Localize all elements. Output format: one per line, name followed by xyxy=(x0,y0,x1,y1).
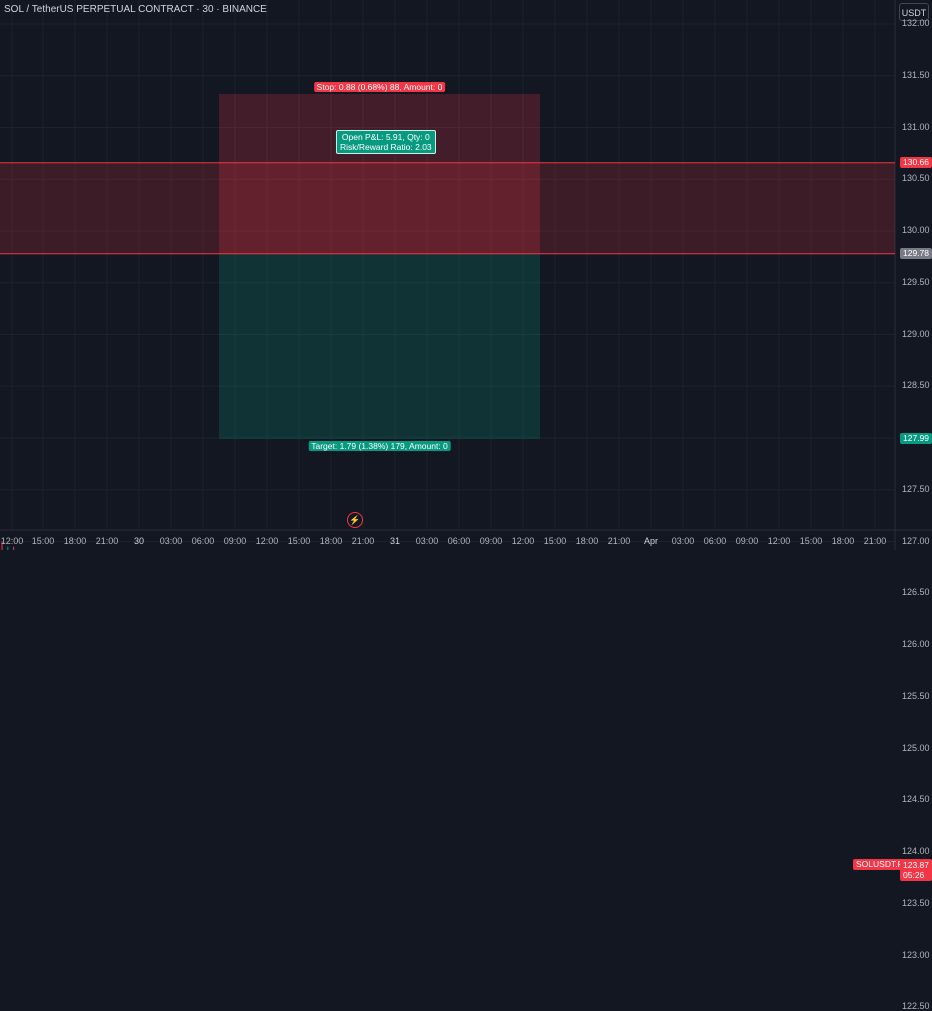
x-tick-label: 15:00 xyxy=(799,536,823,546)
x-tick-label: 12:00 xyxy=(511,536,535,546)
stop-zone xyxy=(219,94,540,254)
y-tick-label: 127.50 xyxy=(902,483,930,494)
y-tick-label: 124.50 xyxy=(902,794,930,805)
x-tick-label: 21:00 xyxy=(95,536,119,546)
x-tick-label: 15:00 xyxy=(287,536,311,546)
x-tick-label: 15:00 xyxy=(543,536,567,546)
rr-label: Risk/Reward Ratio: 2.03 xyxy=(340,142,432,152)
price-lines xyxy=(0,162,895,255)
symbol-tag: SOLUSDT.P xyxy=(853,859,907,871)
y-tick-label: 129.50 xyxy=(902,276,930,287)
x-tick-label: 12:00 xyxy=(767,536,791,546)
x-tick-label: 21:00 xyxy=(351,536,375,546)
y-tick-label: 127.00 xyxy=(902,535,930,546)
current-price-tag: 123.87 05:26 xyxy=(900,859,932,882)
y-tick-label: 123.00 xyxy=(902,949,930,960)
target-zone xyxy=(219,253,540,440)
y-tick-label: 126.00 xyxy=(902,639,930,649)
x-tick-label: 30 xyxy=(133,536,145,546)
x-tick-label: Apr xyxy=(643,536,659,546)
x-tick-label: 06:00 xyxy=(191,536,215,546)
x-tick-label: 09:00 xyxy=(223,536,247,546)
y-tick-label: 129.00 xyxy=(902,328,930,339)
x-tick-label: 18:00 xyxy=(319,536,343,546)
x-tick-label: 03:00 xyxy=(671,536,695,546)
y-tick-label: 123.50 xyxy=(902,897,930,908)
x-tick-label: 09:00 xyxy=(735,536,759,546)
position-tool[interactable] xyxy=(0,94,895,440)
pnl-label: Open P&L: 5.91, Qty: 0 xyxy=(341,132,430,142)
x-tick-label: 03:00 xyxy=(159,536,183,546)
y-tick-label: 131.00 xyxy=(902,121,930,132)
y-tick-label: 125.50 xyxy=(902,690,930,701)
stop-price-tag: 130.66 xyxy=(900,156,932,168)
y-tick-label: 132.00 xyxy=(902,18,930,28)
x-tick-label: 21:00 xyxy=(863,536,887,546)
countdown: 05:26 xyxy=(903,870,925,881)
y-tick-label: 125.00 xyxy=(902,742,930,753)
currency-button[interactable]: USDT xyxy=(899,3,929,21)
x-tick-label: 31 xyxy=(389,536,401,546)
x-tick-label: 21:00 xyxy=(607,536,631,546)
target-label: Target: 1.79 (1.38%) 179, Amount: 0 xyxy=(308,441,451,452)
y-tick-label: 128.50 xyxy=(902,380,930,391)
target-price-tag: 127.99 xyxy=(900,433,932,445)
lightning-icon[interactable]: ⚡ xyxy=(347,512,363,528)
x-tick-label: 18:00 xyxy=(63,536,87,546)
y-tick-label: 130.50 xyxy=(902,173,930,184)
y-tick-label: 131.50 xyxy=(902,69,930,80)
x-tick-label: 06:00 xyxy=(703,536,727,546)
x-tick-label: 18:00 xyxy=(575,536,599,546)
x-tick-label: 06:00 xyxy=(447,536,471,546)
y-tick-label: 122.50 xyxy=(902,1001,930,1011)
candlestick-chart[interactable] xyxy=(0,0,932,550)
x-tick-label: 09:00 xyxy=(479,536,503,546)
y-tick-label: 126.50 xyxy=(902,587,930,598)
entry-price-tag: 129.78 xyxy=(900,247,932,259)
chart-title: SOL / TetherUS PERPETUAL CONTRACT · 30 ·… xyxy=(4,4,267,15)
pnl-box: Open P&L: 5.91, Qty: 0 Risk/Reward Ratio… xyxy=(336,130,436,154)
stop-label: Stop: 0.88 (0.68%) 88, Amount: 0 xyxy=(313,82,446,92)
x-tick-label: 12:00 xyxy=(255,536,279,546)
x-tick-label: 12:00 xyxy=(0,536,24,546)
stop-band xyxy=(0,162,895,254)
y-tick-label: 130.00 xyxy=(902,225,930,235)
x-tick-label: 18:00 xyxy=(831,536,855,546)
x-tick-label: 15:00 xyxy=(31,536,55,546)
y-tick-label: 124.00 xyxy=(902,846,930,856)
x-tick-label: 03:00 xyxy=(415,536,439,546)
current-price-value: 123.87 xyxy=(903,860,929,871)
